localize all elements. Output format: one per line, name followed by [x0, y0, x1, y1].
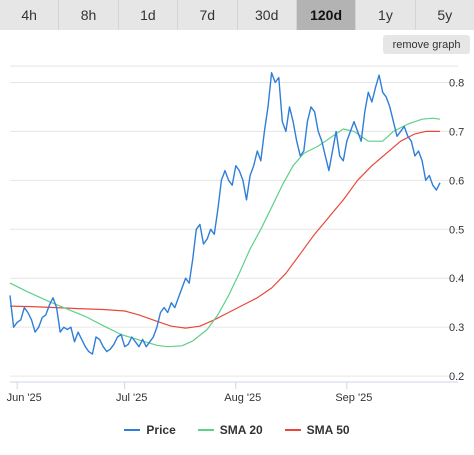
range-button-1y[interactable]: 1y — [356, 0, 416, 30]
remove-graph-button[interactable]: remove graph — [383, 35, 470, 54]
legend-swatch — [197, 429, 214, 431]
range-button-7d[interactable]: 7d — [178, 0, 238, 30]
series-line-sma20[interactable] — [9, 117, 441, 348]
legend-item-price[interactable]: Price — [124, 423, 176, 437]
range-button-4h[interactable]: 4h — [0, 0, 60, 30]
axis-labels: 0.2 0.3 0.4 0.5 0.6 0.7 0.8 Jun '25 Jul '25 Aug '… — [7, 77, 465, 404]
y-tick-label: 0.7 — [449, 126, 464, 138]
grid-lines — [10, 65, 458, 377]
range-selector: 4h 8h 1d 7d 30d 120d 1y 5y — [0, 0, 474, 30]
legend-label: SMA 20 — [219, 423, 263, 437]
range-button-120d[interactable]: 120d — [296, 0, 357, 30]
range-button-8h[interactable]: 8h — [59, 0, 119, 30]
y-tick-label: 0.8 — [449, 77, 464, 89]
legend-item-sma50[interactable]: SMA 50 — [284, 423, 350, 437]
legend-swatch — [284, 429, 301, 431]
x-tick-label: Aug '25 — [224, 392, 261, 404]
y-tick-label: 0.5 — [449, 224, 464, 236]
range-button-1d[interactable]: 1d — [118, 0, 179, 30]
legend-label: Price — [146, 423, 176, 437]
series-line-price[interactable] — [9, 72, 441, 355]
series-lines — [9, 72, 441, 355]
price-chart: 0.2 0.3 0.4 0.5 0.6 0.7 0.8 Jun '25 Jul '25 Aug '… — [7, 65, 465, 404]
y-tick-label: 0.3 — [449, 322, 464, 334]
legend-item-sma20[interactable]: SMA 20 — [197, 423, 263, 437]
series-line-sma50[interactable] — [9, 130, 440, 329]
y-tick-label: 0.6 — [449, 175, 464, 187]
chart-legend: Price SMA 20 SMA 50 — [0, 420, 474, 440]
range-button-30d[interactable]: 30d — [237, 0, 297, 30]
x-tick-label: Jun '25 — [7, 392, 42, 404]
x-tick-label: Jul '25 — [116, 392, 147, 404]
y-tick-label: 0.4 — [449, 273, 464, 285]
x-tick-label: Sep '25 — [335, 392, 372, 404]
y-tick-label: 0.2 — [449, 371, 464, 383]
legend-swatch — [124, 429, 141, 431]
legend-label: SMA 50 — [306, 423, 350, 437]
range-button-5y[interactable]: 5y — [415, 0, 474, 30]
